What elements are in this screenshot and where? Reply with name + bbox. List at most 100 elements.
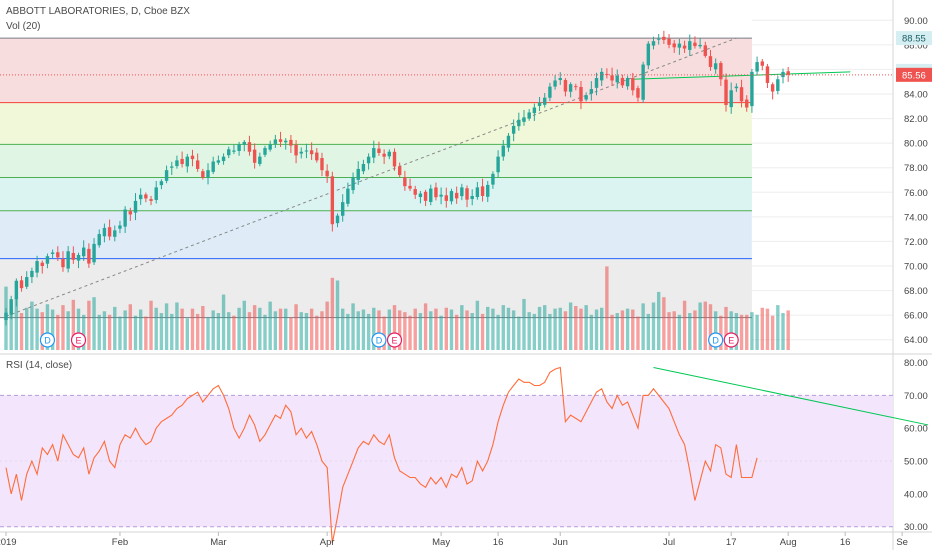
candle-body: [517, 119, 521, 127]
volume-bar: [719, 315, 723, 350]
volume-bar: [180, 308, 184, 350]
volume-bar: [341, 308, 345, 350]
earnings-marker[interactable]: E: [386, 332, 403, 348]
time-tick-label: Jul: [663, 537, 675, 548]
candle-body: [511, 125, 516, 134]
candle-body: [113, 230, 117, 237]
candle-body: [688, 41, 692, 50]
candle-body: [9, 299, 13, 315]
candle-body: [465, 188, 469, 200]
rsi-tick-label: 40.00: [904, 489, 928, 500]
candle-body: [418, 193, 423, 198]
price-tick-label: 68.00: [904, 286, 928, 297]
candle-body: [734, 86, 739, 89]
price-tick-label: 78.00: [904, 163, 928, 174]
volume-bar: [429, 311, 433, 350]
volume-bar: [594, 309, 599, 350]
price-axis-label-text: 85.56: [902, 70, 926, 81]
volume-bar: [750, 312, 754, 350]
candle-body: [656, 38, 661, 40]
volume-bar: [537, 306, 542, 350]
volume-bar: [631, 309, 635, 350]
volume-bar: [703, 301, 707, 350]
fib-zone: [0, 210, 752, 259]
candle-body: [434, 187, 438, 198]
volume-bar: [460, 305, 464, 350]
volume-bar: [299, 312, 303, 350]
candle-body: [123, 209, 127, 227]
price-axis-label-text: 88.55: [902, 34, 926, 45]
candle-body: [532, 107, 537, 114]
volume-bar: [584, 305, 588, 350]
price-tick-label: 64.00: [904, 335, 928, 346]
volume-bar: [651, 302, 656, 350]
event-marker-circle: [723, 332, 739, 348]
volume-bar: [170, 313, 174, 350]
volume-bar: [335, 280, 340, 350]
candle-body: [289, 139, 293, 146]
event-marker-circle: [386, 332, 403, 348]
volume-bar: [688, 313, 692, 350]
volume-bar: [144, 316, 148, 350]
candle-body: [372, 148, 376, 158]
candle-body: [506, 135, 511, 148]
candle-body: [377, 148, 381, 153]
candle-body: [356, 168, 360, 180]
volume-bar: [517, 316, 521, 350]
candle-body: [263, 148, 267, 155]
price-tick-label: 88.00: [904, 40, 928, 51]
volume-bar: [387, 309, 392, 350]
candle-body: [724, 79, 728, 106]
volume-bar: [713, 311, 718, 350]
earnings-marker[interactable]: E: [723, 332, 739, 348]
volume-bar: [677, 314, 682, 350]
event-marker-circle: [371, 332, 387, 348]
event-marker-label: E: [728, 336, 734, 346]
candle-body: [211, 161, 215, 172]
candle-body: [87, 248, 91, 264]
candle-body: [330, 176, 335, 225]
candle-body: [227, 149, 231, 156]
candle-body: [299, 151, 303, 154]
candle-body: [232, 150, 236, 152]
dividend-marker[interactable]: D: [39, 332, 56, 348]
candle-body: [175, 160, 179, 167]
candle-body: [252, 149, 257, 163]
volume-bar: [776, 305, 780, 350]
candle-body: [584, 95, 588, 100]
rsi-divergence-line: [653, 367, 929, 426]
volume-bar: [646, 313, 651, 350]
volume-bar: [123, 310, 127, 350]
candle-body: [19, 280, 24, 289]
candle-body: [82, 247, 86, 257]
dividend-marker[interactable]: D: [371, 332, 387, 348]
candle-body: [444, 195, 448, 201]
volume-bar: [682, 300, 687, 350]
candle-body: [35, 261, 39, 273]
volume-bar: [45, 304, 50, 350]
volume-bar: [574, 306, 578, 350]
candle-body: [50, 252, 55, 254]
candle-body: [558, 78, 562, 81]
volume-bar: [232, 315, 236, 350]
candle-body: [278, 139, 283, 142]
event-marker-circle: [70, 332, 87, 348]
volume-bar: [294, 304, 298, 350]
volume-bar: [56, 314, 60, 350]
candle-body: [631, 78, 635, 91]
volume-bar: [781, 313, 785, 350]
dividend-marker[interactable]: D: [708, 332, 724, 348]
candle-body: [745, 99, 749, 108]
candle-body: [527, 112, 531, 119]
time-tick-label: Feb: [112, 537, 128, 548]
candle-body: [366, 156, 371, 164]
candle-body: [501, 145, 505, 157]
volume-bar: [620, 310, 625, 350]
volume-bar: [190, 308, 195, 350]
volume-bar: [589, 314, 594, 350]
volume-bar: [377, 310, 381, 350]
volume-bar: [522, 298, 526, 350]
volume-bar: [413, 308, 417, 350]
earnings-marker[interactable]: E: [70, 332, 87, 348]
